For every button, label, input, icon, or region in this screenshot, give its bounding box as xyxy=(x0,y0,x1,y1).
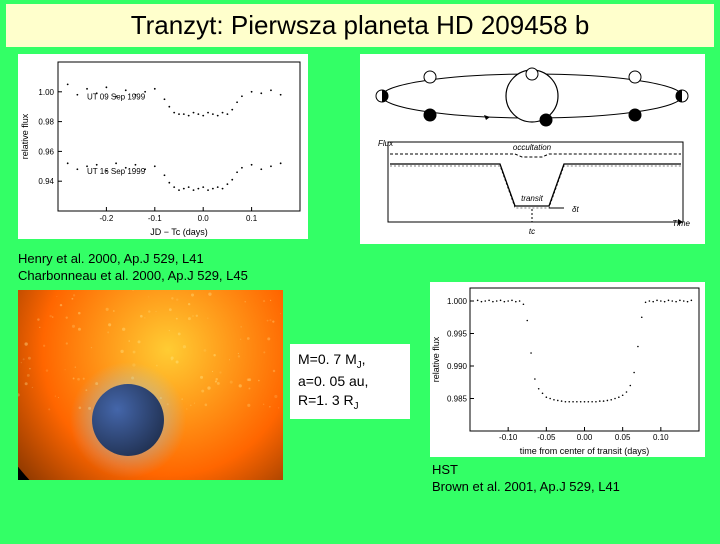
svg-text:0.05: 0.05 xyxy=(615,433,631,442)
transit-diagram-panel: occultation transit Flux Time tc δt xyxy=(360,54,705,244)
citation-hst: HST Brown et al. 2001, Ap.J 529, L41 xyxy=(432,462,620,496)
hst-chart-panel: -0.10 -0.05 0.00 0.05 0.10 0.985 0.990 0.995 1.0… xyxy=(430,282,705,457)
param-mass: M=0. 7 MJ, xyxy=(298,350,402,372)
svg-text:1.000: 1.000 xyxy=(447,297,468,306)
svg-text:δt: δt xyxy=(572,205,579,214)
svg-text:occultation: occultation xyxy=(513,143,552,152)
svg-text:UT 16 Sep 1999: UT 16 Sep 1999 xyxy=(87,167,146,176)
svg-text:0.995: 0.995 xyxy=(447,330,468,339)
svg-text:relative flux: relative flux xyxy=(20,113,30,159)
svg-text:tc: tc xyxy=(529,227,535,236)
params-box: M=0. 7 MJ, a=0. 05 au, R=1. 3 RJ xyxy=(290,344,410,419)
citation-henry: Henry et al. 2000, Ap.J 529, L41 xyxy=(18,251,248,268)
svg-text:0.10: 0.10 xyxy=(653,433,669,442)
flux-chart-panel: -0.2 -0.1 0.0 0.1 0.94 0.96 0.98 1.00 JD − Tc (d… xyxy=(18,54,308,239)
svg-text:0.0: 0.0 xyxy=(198,214,210,223)
svg-text:JD − Tc (days): JD − Tc (days) xyxy=(150,227,208,237)
svg-text:0.96: 0.96 xyxy=(38,147,54,156)
svg-text:1.00: 1.00 xyxy=(38,88,54,97)
svg-text:0.990: 0.990 xyxy=(447,362,468,371)
citation-brown: Brown et al. 2001, Ap.J 529, L41 xyxy=(432,479,620,496)
flux-chart: -0.2 -0.1 0.0 0.1 0.94 0.96 0.98 1.00 JD − Tc (d… xyxy=(18,54,308,239)
page-title: Tranzyt: Pierwsza planeta HD 209458 b xyxy=(6,4,714,47)
svg-text:0.985: 0.985 xyxy=(447,395,468,404)
hst-chart: -0.10 -0.05 0.00 0.05 0.10 0.985 0.990 0.995 1.0… xyxy=(430,282,705,457)
svg-text:time from center of transit (d: time from center of transit (days) xyxy=(520,446,650,456)
svg-text:-0.2: -0.2 xyxy=(100,214,114,223)
svg-text:relative flux: relative flux xyxy=(431,336,441,382)
svg-text:UT 09 Sep 1999: UT 09 Sep 1999 xyxy=(87,92,146,101)
svg-text:transit: transit xyxy=(521,194,544,203)
citation-left: Henry et al. 2000, Ap.J 529, L41 Charbon… xyxy=(18,251,248,285)
param-semi: a=0. 05 au, xyxy=(298,372,402,391)
citation-hst-line1: HST xyxy=(432,462,620,479)
param-radius: R=1. 3 RJ xyxy=(298,391,402,413)
artist-panel xyxy=(18,290,283,480)
svg-text:0.00: 0.00 xyxy=(577,433,593,442)
transit-diagram: occultation transit Flux Time tc δt xyxy=(360,54,705,244)
citation-charbonneau: Charbonneau et al. 2000, Ap.J 529, L45 xyxy=(18,268,248,285)
svg-text:-0.1: -0.1 xyxy=(148,214,162,223)
svg-text:-0.10: -0.10 xyxy=(499,433,518,442)
artist-impression xyxy=(18,290,283,480)
svg-text:Time: Time xyxy=(672,219,690,228)
svg-text:0.98: 0.98 xyxy=(38,118,54,127)
svg-text:0.1: 0.1 xyxy=(246,214,258,223)
svg-text:0.94: 0.94 xyxy=(38,177,54,186)
svg-text:-0.05: -0.05 xyxy=(537,433,556,442)
svg-text:Flux: Flux xyxy=(378,139,394,148)
